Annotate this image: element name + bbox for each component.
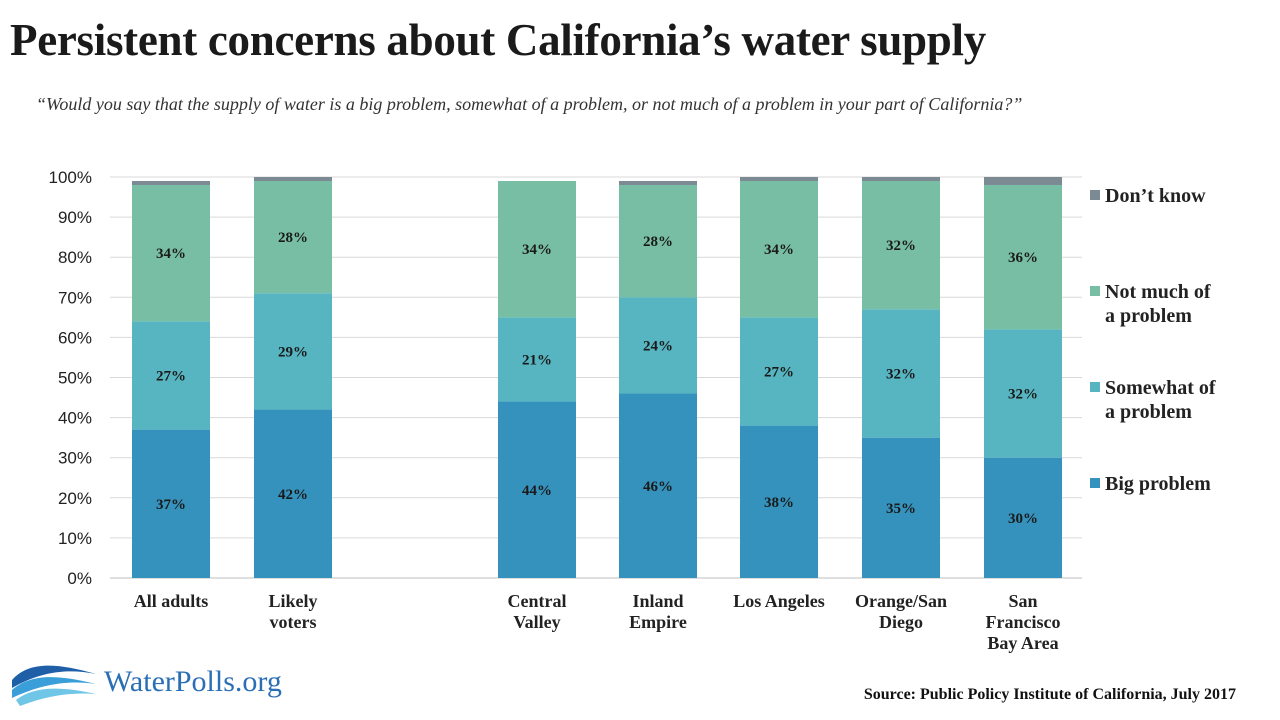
legend-swatch (1090, 478, 1100, 488)
y-tick-label: 80% (58, 248, 92, 267)
bar-segment (254, 177, 332, 182)
data-label: 32% (886, 238, 916, 254)
y-tick-label: 70% (58, 288, 92, 307)
y-tick-label: 10% (58, 529, 92, 548)
waterpolls-logo: WaterPolls.org (10, 658, 282, 706)
source-note: Source: Public Policy Institute of Calif… (863, 686, 1236, 703)
y-tick-label: 90% (58, 208, 92, 227)
category-label: Inland Empire (629, 591, 687, 632)
legend-swatch (1090, 286, 1100, 296)
bar-segment (619, 185, 697, 298)
data-label: 24% (643, 338, 673, 354)
y-tick-label: 40% (58, 409, 92, 428)
data-label: 34% (764, 242, 794, 258)
bar-segment (740, 317, 818, 426)
legend-label: Don’t know (1105, 185, 1206, 207)
category-label: Los Angeles (733, 591, 825, 611)
legend-label: Somewhat of a problem (1105, 377, 1216, 423)
bar-segment (619, 393, 697, 578)
legend-label: Not much of a problem (1105, 281, 1211, 327)
y-axis: 0% 10% 20% 30% 40% 50% 60% 70% 80% 90% 100% (49, 168, 92, 588)
data-labels: 37% 27% 34% 42% 29% 28% 44% 21% 34% 46% 24% 28% 38% 2… (156, 230, 1038, 527)
data-label: 30% (1008, 511, 1038, 527)
y-tick-label: 0% (67, 569, 92, 588)
bar-segment (132, 321, 210, 430)
category-label: Likely voters (268, 591, 317, 632)
bar-segment (132, 185, 210, 322)
bar-segment (619, 181, 697, 186)
data-label: 28% (278, 230, 308, 246)
legend-label: Big problem (1105, 473, 1211, 495)
category-label: All adults (134, 591, 209, 611)
legend-swatch (1090, 382, 1100, 392)
bar-segment (498, 401, 576, 578)
wave-icon (12, 665, 96, 706)
bar-segment (862, 437, 940, 578)
category-label: Central Valley (508, 591, 567, 632)
data-label: 44% (522, 483, 552, 499)
bar-segment (862, 177, 940, 182)
bars (132, 177, 1062, 578)
data-label: 38% (764, 495, 794, 511)
bar-segment (254, 409, 332, 578)
y-tick-label: 30% (58, 449, 92, 468)
category-labels: All adults Likely voters Central Valley Inlan… (134, 591, 1061, 653)
bar-segment (740, 177, 818, 182)
data-label: 32% (886, 366, 916, 382)
data-label: 27% (764, 364, 794, 380)
bar-segment (984, 457, 1062, 578)
category-label: San Francisco Bay Area (986, 591, 1061, 653)
chart-title: Persistent concerns about California’s w… (10, 15, 986, 65)
bar-segment (254, 181, 332, 294)
data-label: 29% (278, 344, 308, 360)
y-tick-label: 50% (58, 369, 92, 388)
bar-segment (984, 329, 1062, 458)
data-label: 21% (522, 352, 552, 368)
data-label: 35% (886, 501, 916, 517)
chart-subtitle: “Would you say that the supply of water … (36, 94, 1023, 114)
bar-segment (740, 425, 818, 578)
y-tick-label: 60% (58, 328, 92, 347)
y-tick-label: 20% (58, 489, 92, 508)
y-tick-label: 100% (49, 168, 92, 187)
bar-segment (619, 297, 697, 394)
data-label: 34% (522, 242, 552, 258)
category-label: Orange/San Diego (855, 591, 947, 632)
bar-segment (862, 181, 940, 310)
bar-segment (132, 429, 210, 578)
legend-swatch (1090, 190, 1100, 200)
bar-segment (254, 293, 332, 410)
bar-segment (862, 309, 940, 438)
data-label: 27% (156, 368, 186, 384)
bar-segment (498, 181, 576, 318)
data-label: 46% (643, 479, 673, 495)
bar-segment (132, 181, 210, 186)
data-label: 32% (1008, 387, 1038, 403)
data-label: 36% (1008, 250, 1038, 266)
data-label: 34% (156, 246, 186, 262)
logo-text: WaterPolls.org (104, 665, 282, 698)
data-label: 37% (156, 497, 186, 513)
bar-segment (984, 177, 1062, 186)
bar-segment (498, 317, 576, 402)
legend: Don’t know Not much of a problem Somewhat o… (1090, 185, 1216, 495)
data-label: 28% (643, 234, 673, 250)
bar-segment (740, 181, 818, 318)
bar-segment (984, 185, 1062, 330)
data-label: 42% (278, 487, 308, 503)
